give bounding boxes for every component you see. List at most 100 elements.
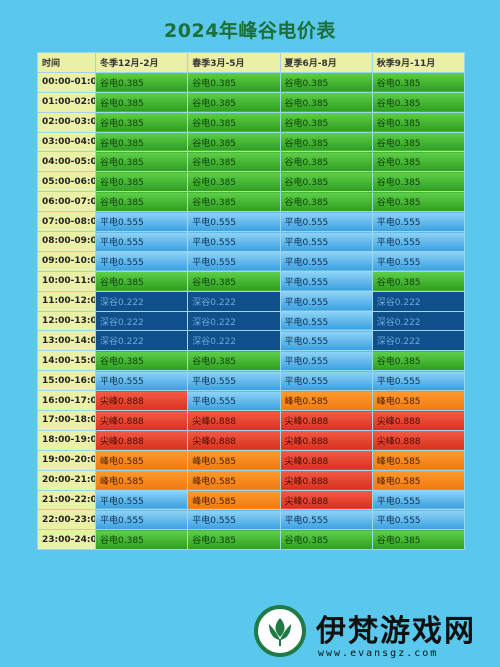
price-cell: 尖峰0.888 bbox=[94, 410, 189, 431]
price-cell: 谷电0.385 bbox=[279, 131, 373, 153]
price-cell: 平电0.555 bbox=[279, 290, 373, 312]
price-cell: 谷电0.385 bbox=[279, 91, 373, 113]
price-cell: 尖峰0.888 bbox=[94, 429, 189, 451]
header-time: 时间 bbox=[37, 52, 96, 73]
time-cell: 16:00-17:00 bbox=[37, 390, 96, 412]
price-cell: 谷电0.385 bbox=[371, 91, 466, 113]
time-cell: 18:00-19:00 bbox=[37, 429, 96, 451]
time-cell: 23:00-24:00 bbox=[37, 529, 96, 551]
price-cell: 谷电0.385 bbox=[94, 529, 189, 551]
price-cell: 深谷0.222 bbox=[94, 290, 189, 312]
price-cell: 峰电0.585 bbox=[94, 469, 189, 491]
time-cell: 04:00-05:00 bbox=[37, 151, 96, 173]
price-cell: 谷电0.385 bbox=[187, 171, 281, 193]
price-cell: 峰电0.585 bbox=[371, 469, 466, 491]
price-cell: 平电0.555 bbox=[94, 489, 189, 511]
time-cell: 17:00-18:00 bbox=[37, 410, 96, 431]
brand-name: 伊梵游戏网 bbox=[316, 614, 476, 649]
price-cell: 谷电0.385 bbox=[94, 171, 189, 193]
table-body: 00:00-01:00谷电0.385谷电0.385谷电0.385谷电0.3850… bbox=[37, 71, 466, 551]
price-cell: 谷电0.385 bbox=[94, 91, 189, 113]
price-cell: 尖峰0.888 bbox=[371, 410, 466, 431]
header-winter: 冬季12月-2月 bbox=[94, 52, 189, 73]
price-cell: 谷电0.385 bbox=[94, 131, 189, 153]
time-cell: 12:00-13:00 bbox=[37, 310, 96, 332]
price-cell: 谷电0.385 bbox=[371, 171, 466, 193]
time-cell: 07:00-08:00 bbox=[37, 211, 96, 233]
price-cell: 尖峰0.888 bbox=[279, 429, 373, 451]
price-cell: 尖峰0.888 bbox=[279, 410, 373, 431]
price-cell: 平电0.555 bbox=[187, 390, 281, 412]
price-cell: 平电0.555 bbox=[279, 350, 373, 372]
price-cell: 谷电0.385 bbox=[279, 529, 373, 551]
price-cell: 平电0.555 bbox=[279, 509, 373, 531]
price-cell: 尖峰0.888 bbox=[187, 410, 281, 431]
page-title: 2024年峰谷电价表 bbox=[164, 20, 336, 42]
price-cell: 尖峰0.888 bbox=[279, 449, 373, 471]
price-cell: 谷电0.385 bbox=[94, 191, 189, 213]
price-cell: 峰电0.585 bbox=[279, 390, 373, 412]
price-cell: 谷电0.385 bbox=[94, 350, 189, 372]
price-cell: 平电0.555 bbox=[279, 370, 373, 392]
price-cell: 深谷0.222 bbox=[187, 310, 281, 332]
price-cell: 谷电0.385 bbox=[187, 91, 281, 113]
price-cell: 谷电0.385 bbox=[371, 529, 466, 551]
price-cell: 谷电0.385 bbox=[94, 270, 189, 292]
price-cell: 平电0.555 bbox=[279, 211, 373, 233]
price-cell: 峰电0.585 bbox=[187, 469, 281, 491]
price-cell: 平电0.555 bbox=[94, 211, 189, 233]
price-cell: 平电0.555 bbox=[94, 250, 189, 272]
price-cell: 深谷0.222 bbox=[371, 330, 466, 352]
time-cell: 22:00-23:00 bbox=[37, 509, 96, 531]
price-cell: 谷电0.385 bbox=[279, 191, 373, 213]
price-cell: 平电0.555 bbox=[371, 211, 466, 233]
price-cell: 平电0.555 bbox=[279, 250, 373, 272]
price-cell: 谷电0.385 bbox=[371, 270, 466, 292]
time-cell: 14:00-15:00 bbox=[37, 350, 96, 372]
time-cell: 01:00-02:00 bbox=[37, 91, 96, 113]
price-cell: 深谷0.222 bbox=[371, 290, 466, 312]
price-cell: 深谷0.222 bbox=[187, 330, 281, 352]
price-cell: 谷电0.385 bbox=[371, 71, 466, 93]
price-cell: 尖峰0.888 bbox=[279, 469, 373, 491]
time-cell: 02:00-03:00 bbox=[37, 111, 96, 133]
price-cell: 平电0.555 bbox=[371, 509, 466, 531]
time-cell: 08:00-09:00 bbox=[37, 231, 96, 252]
price-cell: 平电0.555 bbox=[279, 310, 373, 332]
price-cell: 谷电0.385 bbox=[279, 111, 373, 133]
time-cell: 10:00-11:00 bbox=[37, 270, 96, 292]
price-cell: 尖峰0.888 bbox=[279, 489, 373, 511]
price-cell: 谷电0.385 bbox=[371, 350, 466, 372]
price-cell: 尖峰0.888 bbox=[94, 390, 189, 412]
price-cell: 谷电0.385 bbox=[94, 71, 189, 93]
price-cell: 谷电0.385 bbox=[187, 529, 281, 551]
time-cell: 06:00-07:00 bbox=[37, 191, 96, 213]
price-cell: 尖峰0.888 bbox=[371, 429, 466, 451]
header-summer: 夏季6月-8月 bbox=[279, 52, 373, 73]
price-cell: 峰电0.585 bbox=[94, 449, 189, 471]
price-cell: 平电0.555 bbox=[187, 231, 281, 252]
price-cell: 谷电0.385 bbox=[187, 151, 281, 173]
price-cell: 峰电0.585 bbox=[187, 489, 281, 511]
price-cell: 谷电0.385 bbox=[187, 191, 281, 213]
price-cell: 谷电0.385 bbox=[371, 131, 466, 153]
price-cell: 平电0.555 bbox=[94, 509, 189, 531]
price-cell: 平电0.555 bbox=[187, 211, 281, 233]
